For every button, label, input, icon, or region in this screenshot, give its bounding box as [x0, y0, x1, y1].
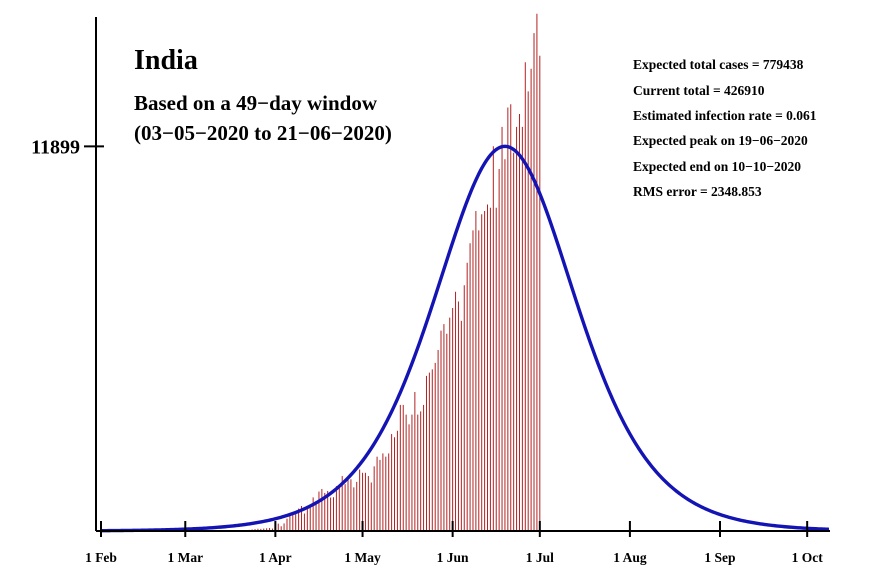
stat-expected-peak: Expected peak on 19−06−2020: [633, 133, 808, 148]
stat-expected-total: Expected total cases = 779438: [633, 57, 804, 72]
x-tick-label: 1 May: [344, 550, 381, 565]
stats-panel: Expected total cases = 779438 Current to…: [633, 57, 817, 199]
x-tick-label: 1 Apr: [259, 550, 292, 565]
x-tick-label: 1 Jul: [526, 550, 554, 565]
x-tick-label: 1 Aug: [613, 550, 647, 565]
y-ticks: 11899: [31, 136, 104, 158]
y-tick-label: 11899: [31, 136, 80, 158]
chart-subtitle-line-2: (03−05−2020 to 21−06−2020): [134, 121, 392, 145]
x-tick-label: 1 Jun: [437, 550, 469, 565]
chart-title: India: [134, 45, 198, 76]
x-tick-label: 1 Feb: [85, 550, 117, 565]
x-tick-label: 1 Sep: [704, 550, 735, 565]
stat-rms-error: RMS error = 2348.853: [633, 184, 762, 199]
x-ticks: 1 Feb 1 Mar 1 Apr 1 May 1 Jun 1 Jul 1 Aug 1 Sep…: [85, 521, 823, 565]
chart-subtitle-line-1: Based on a 49−day window: [134, 91, 378, 115]
x-tick-label: 1 Oct: [792, 550, 824, 565]
stat-infection-rate: Estimated infection rate = 0.061: [633, 108, 817, 123]
bars: [187, 13, 541, 531]
stat-current-total: Current total = 426910: [633, 83, 765, 98]
stat-expected-end: Expected end on 10−10−2020: [633, 159, 801, 174]
fitted-curve: [100, 144, 830, 533]
x-tick-label: 1 Mar: [167, 550, 203, 565]
